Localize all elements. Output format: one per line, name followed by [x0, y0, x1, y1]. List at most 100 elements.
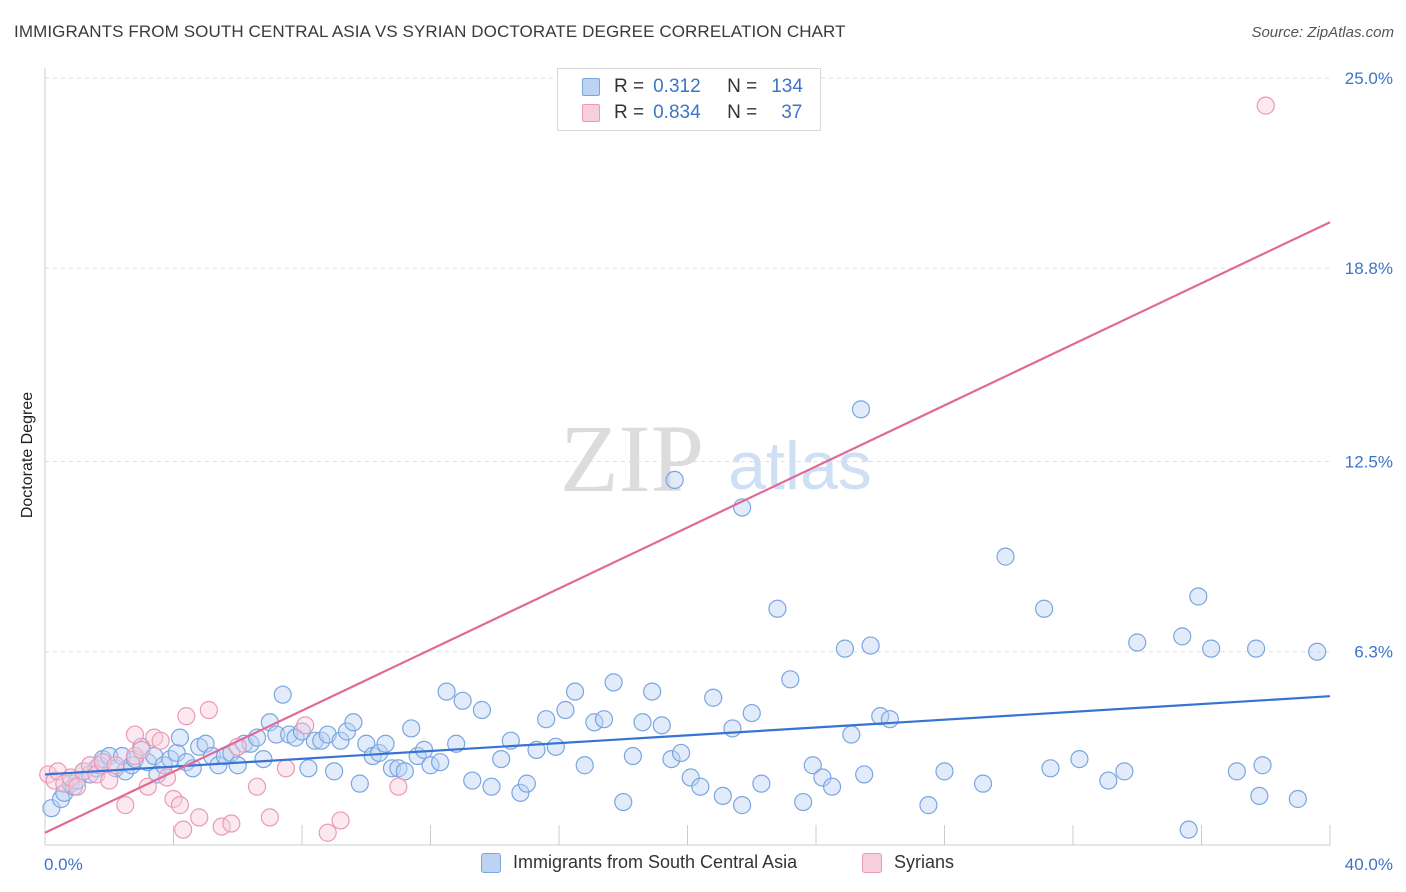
trend-line-syrians [44, 221, 1331, 834]
point-south-central-asia [794, 792, 813, 812]
point-south-central-asia [1308, 642, 1327, 661]
point-syrians [247, 777, 267, 796]
point-south-central-asia [437, 682, 456, 701]
point-south-central-asia [325, 762, 344, 781]
point-south-central-asia [492, 749, 511, 769]
point-south-central-asia [742, 703, 761, 723]
point-syrians [331, 811, 350, 830]
point-syrians [190, 808, 209, 827]
legend-label: Syrians [894, 852, 955, 872]
point-south-central-asia [1202, 639, 1221, 658]
point-south-central-asia [1070, 749, 1089, 769]
point-syrians [151, 731, 170, 750]
y-tick-label: 25.0% [1345, 69, 1393, 88]
point-south-central-asia [973, 774, 993, 793]
trend-line-south-central-asia [44, 695, 1331, 776]
point-south-central-asia [643, 682, 662, 701]
point-south-central-asia [414, 740, 434, 759]
tick-labels: 6.3% 12.5% 18.8% 25.0% 0.0% 40.0% [44, 69, 1393, 874]
point-south-central-asia [652, 716, 671, 735]
point-south-central-asia [517, 774, 536, 793]
point-syrians [199, 700, 218, 720]
legend-label: Immigrants from South Central Asia [513, 852, 798, 872]
chart-source: Source: ZipAtlas.com [1251, 24, 1394, 41]
point-south-central-asia [662, 749, 681, 769]
legend-item-syrians[interactable]: Syrians [862, 852, 954, 873]
point-south-central-asia [267, 725, 286, 744]
watermark-zip: ZIP [560, 405, 704, 512]
point-syrians [389, 777, 408, 796]
point-south-central-asia [556, 700, 575, 720]
point-south-central-asia [1250, 786, 1269, 806]
legend-r-label: R = [614, 102, 645, 123]
point-south-central-asia [299, 759, 318, 778]
point-south-central-asia [1247, 639, 1266, 658]
point-south-central-asia [350, 774, 369, 793]
point-south-central-asia [565, 682, 585, 701]
x-tick-label: 0.0% [44, 855, 83, 874]
point-syrians [170, 796, 190, 815]
point-south-central-asia [331, 731, 350, 750]
legend-r-value: 0.312 [653, 76, 701, 97]
point-south-central-asia [704, 688, 723, 707]
point-south-central-asia [623, 746, 642, 766]
point-south-central-asia [733, 796, 752, 815]
legend-n-label: N = [727, 102, 758, 123]
point-south-central-asia [919, 796, 938, 815]
point-syrians [260, 808, 279, 827]
legend-row-pink: R = 0.834 N = 37 [582, 102, 802, 124]
point-south-central-asia [402, 719, 421, 738]
point-south-central-asia [594, 710, 614, 729]
legend-n-label: N = [727, 76, 758, 97]
point-south-central-asia [42, 799, 61, 818]
grid-lines [45, 77, 1330, 653]
point-south-central-asia [453, 691, 472, 710]
point-south-central-asia [1189, 587, 1208, 606]
point-syrians [177, 707, 196, 726]
legend-r-label: R = [614, 76, 645, 97]
point-syrians [100, 771, 119, 790]
y-tick-label: 18.8% [1345, 259, 1393, 278]
legend-n-value: 134 [771, 76, 803, 97]
point-south-central-asia [614, 792, 633, 812]
point-south-central-asia [1227, 762, 1246, 781]
watermark-atlas: atlas [728, 428, 872, 504]
point-south-central-asia [337, 722, 357, 741]
y-tick-label: 6.3% [1354, 643, 1393, 662]
point-south-central-asia [395, 762, 414, 781]
point-south-central-asia [376, 734, 395, 753]
point-south-central-asia [691, 777, 710, 796]
point-south-central-asia [537, 710, 556, 729]
legend-n-value: 37 [781, 102, 803, 123]
point-syrians [174, 820, 193, 839]
point-south-central-asia [851, 400, 871, 419]
point-south-central-asia [511, 783, 530, 802]
chart-title: IMMIGRANTS FROM SOUTH CENTRAL ASIA VS SY… [14, 22, 846, 41]
legend-swatch-blue [481, 852, 501, 873]
point-south-central-asia [671, 743, 691, 763]
legend-item-south-central-asia[interactable]: Immigrants from South Central Asia [481, 852, 797, 873]
point-south-central-asia [835, 639, 855, 658]
point-south-central-asia [1041, 759, 1060, 778]
trend-lines [44, 221, 1331, 834]
axes [44, 68, 1331, 846]
point-south-central-asia [1034, 599, 1054, 618]
point-south-central-asia [228, 756, 247, 775]
point-south-central-asia [167, 743, 186, 763]
point-south-central-asia [803, 756, 822, 775]
point-syrians [1256, 96, 1275, 115]
point-syrians [222, 814, 241, 833]
point-syrians [276, 759, 296, 778]
point-syrians [132, 740, 151, 759]
point-syrians [68, 777, 87, 796]
point-south-central-asia [813, 768, 832, 787]
point-south-central-asia [463, 771, 482, 790]
legend-swatch-blue [582, 78, 600, 96]
point-south-central-asia [723, 719, 742, 738]
point-south-central-asia [1253, 756, 1272, 775]
point-south-central-asia [604, 673, 623, 692]
point-south-central-asia [633, 713, 652, 732]
point-south-central-asia [1128, 633, 1147, 652]
point-south-central-asia [482, 777, 501, 796]
